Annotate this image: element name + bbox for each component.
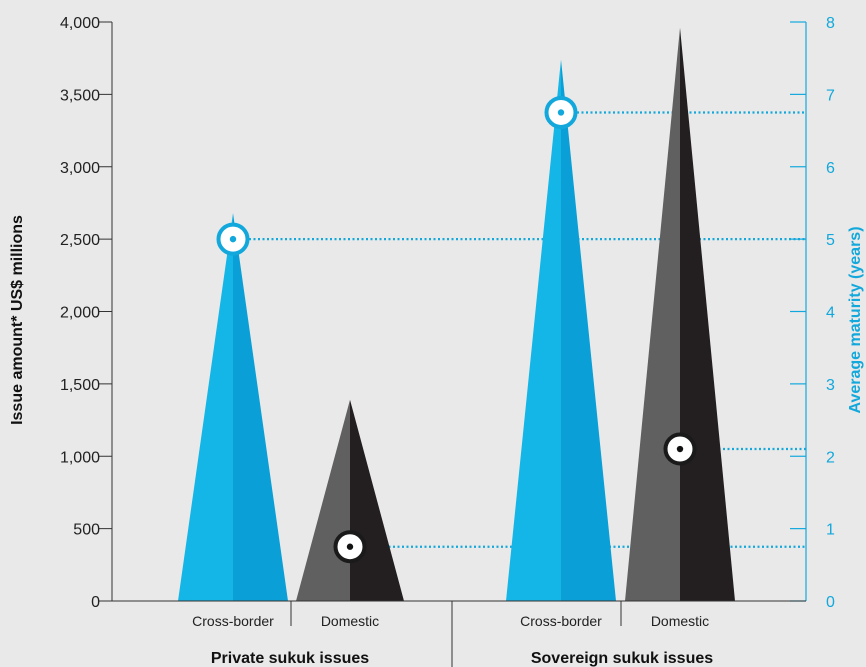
left-tick-label: 0 (91, 594, 100, 611)
maturity-marker-dot (229, 235, 237, 243)
right-tick-label: 2 (826, 449, 835, 466)
maturity-markers (216, 95, 697, 564)
bar (350, 399, 404, 601)
right-tick-label: 6 (826, 160, 835, 177)
left-tick-label: 3,500 (60, 87, 100, 104)
left-tick-label: 2,000 (60, 305, 100, 322)
left-tick-label: 2,500 (60, 232, 100, 249)
left-tick-label: 500 (73, 522, 100, 539)
right-tick-label: 7 (826, 87, 835, 104)
maturity-marker-dot (557, 109, 565, 116)
right-tick-label: 5 (826, 232, 835, 249)
left-tick-label: 1,000 (60, 449, 100, 466)
category-label: Domestic (651, 613, 709, 629)
right-tick-label: 8 (826, 15, 835, 32)
right-tick-label: 1 (826, 522, 835, 539)
maturity-marker-dot (346, 543, 354, 550)
right-tick-label: 4 (826, 305, 835, 322)
maturity-marker-dot (676, 445, 684, 453)
group-label: Sovereign sukuk issues (531, 650, 713, 667)
bar (506, 59, 561, 601)
right-tick-label: 3 (826, 377, 835, 394)
left-tick-label: 1,500 (60, 377, 100, 394)
left-axis-title: Issue amount* US$ millions (9, 215, 26, 425)
category-label: Domestic (321, 613, 379, 629)
left-tick-label: 3,000 (60, 160, 100, 177)
bars (178, 27, 735, 602)
category-label: Cross-border (520, 613, 602, 629)
bar (178, 213, 233, 601)
group-label: Private sukuk issues (211, 650, 369, 667)
bar (680, 27, 735, 602)
left-axis-ticks: 0 500 1,000 1,500 2,000 2,500 3,000 3,500 4,000 (60, 15, 112, 611)
category-label: Cross-border (192, 613, 274, 629)
right-axis-title: Average maturity (years) (847, 226, 864, 413)
bar (233, 213, 288, 601)
left-tick-label: 4,000 (60, 15, 100, 32)
bar (296, 399, 350, 601)
bar (625, 27, 680, 602)
right-tick-label: 0 (826, 594, 835, 611)
bar (561, 59, 616, 601)
right-axis-ticks: 0 1 2 3 4 5 6 7 8 (790, 15, 835, 611)
